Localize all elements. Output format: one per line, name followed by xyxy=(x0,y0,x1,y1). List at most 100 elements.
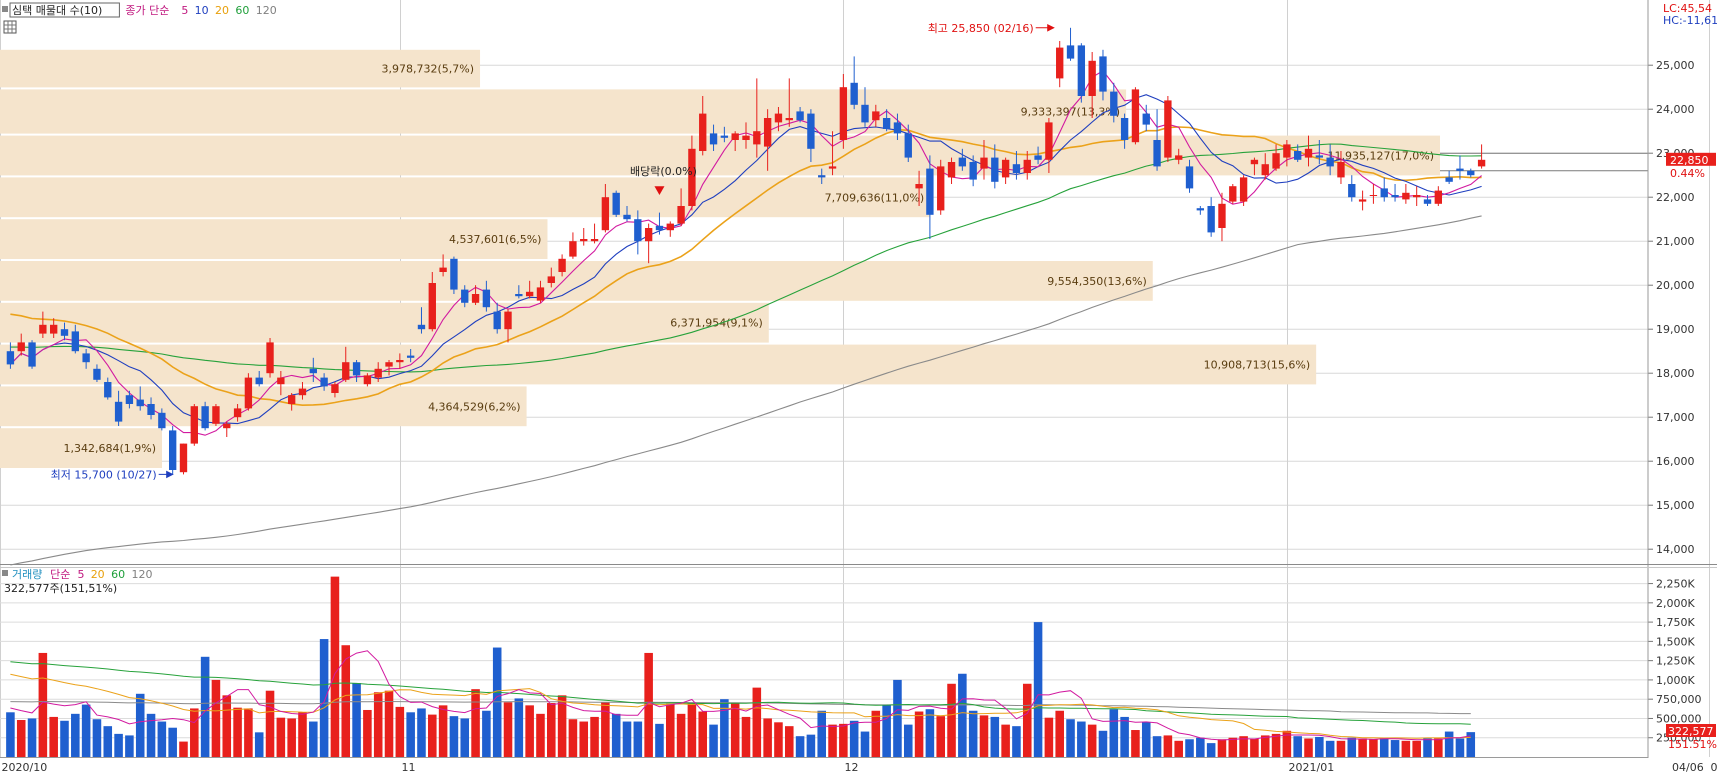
volume-profile-label: 9,333,397(13,3%) xyxy=(1021,106,1121,119)
volume-bar xyxy=(784,726,794,757)
candle-body xyxy=(287,395,296,404)
candle-body xyxy=(753,131,761,145)
candle-body xyxy=(28,342,36,367)
volume-bar xyxy=(438,705,448,757)
volume-bar xyxy=(1077,721,1086,757)
candle-body xyxy=(1423,199,1432,204)
volume-bar xyxy=(146,713,156,757)
volume-bar xyxy=(903,724,913,757)
volume-legend-item: 거래량 xyxy=(12,568,42,581)
candle-body xyxy=(504,311,512,330)
candle-body xyxy=(1413,195,1421,198)
volume-profile-label: 4,537,601(6,5%) xyxy=(449,233,542,246)
volume-bar xyxy=(568,719,578,757)
candle-body xyxy=(580,239,588,242)
volume-bar xyxy=(1250,738,1259,757)
candle-body xyxy=(893,122,902,134)
grid-toggle-icon[interactable] xyxy=(3,20,17,34)
volume-bar xyxy=(687,703,697,757)
volume-bar xyxy=(1271,733,1281,757)
candle-body xyxy=(50,324,58,334)
volume-axis: 2,250K 2,000K 1,750K 1,500K 1,250K 1,000K 750,… xyxy=(1648,578,1702,745)
ma20-line xyxy=(10,126,1482,407)
volume-bar xyxy=(579,721,589,757)
volume-bar xyxy=(720,699,729,757)
volume-bar xyxy=(265,690,275,757)
date-tick-label: 2021/01 xyxy=(1289,761,1335,774)
candle-body xyxy=(342,362,350,380)
candle-body xyxy=(374,368,382,378)
volume-bar xyxy=(1120,716,1129,757)
volume-bar xyxy=(1087,724,1097,757)
candle-body xyxy=(807,113,815,149)
volume-bar xyxy=(882,705,891,757)
volume-bar xyxy=(27,718,37,757)
candle-body xyxy=(309,368,317,374)
volume-bar xyxy=(1109,709,1119,757)
volume-bar xyxy=(298,712,307,757)
volume-bar xyxy=(547,703,556,757)
candle-body xyxy=(818,175,826,178)
volume-bar xyxy=(763,718,772,757)
volume-bar xyxy=(16,720,26,757)
price-legend-item: 심택 매물대 수(10) xyxy=(12,4,102,17)
volume-bar xyxy=(157,721,167,757)
candle-body xyxy=(980,157,988,169)
volume-bar xyxy=(633,721,643,757)
volume-tick-label: 2,250K xyxy=(1656,578,1695,591)
candle-body xyxy=(1012,164,1021,173)
volume-bar xyxy=(525,705,534,757)
volume-bar xyxy=(125,735,134,757)
candle-body xyxy=(60,329,69,336)
volume-bar xyxy=(1444,731,1454,757)
volume-profile-label: 11,935,127(17,0%) xyxy=(1327,150,1434,163)
candle-body xyxy=(882,118,891,129)
candle-body xyxy=(558,258,566,272)
volume-bar xyxy=(590,716,599,757)
volume-summary: 322,577주(151,51%) xyxy=(4,582,117,595)
candle-body xyxy=(1077,45,1086,96)
candle-body xyxy=(17,342,25,352)
candle-body xyxy=(958,157,967,167)
volume-bar xyxy=(1304,738,1313,757)
volume-bar xyxy=(330,576,340,757)
candle-body xyxy=(774,113,783,123)
volume-bar xyxy=(1185,739,1194,757)
candle-body xyxy=(590,239,599,242)
price-tick-label: 14,000 xyxy=(1656,543,1695,556)
volume-bar xyxy=(536,713,545,757)
volume-bar xyxy=(60,720,69,757)
candle-body xyxy=(1369,195,1378,196)
volume-profile-bar xyxy=(0,428,162,468)
grid-toggle-icon-lines xyxy=(4,21,16,33)
candle-body xyxy=(828,166,837,169)
candle-body xyxy=(461,289,469,303)
volume-tick-label: 1,250K xyxy=(1656,655,1695,668)
volume-bar xyxy=(1196,737,1205,757)
candle-body xyxy=(688,148,696,206)
volume-bar xyxy=(1315,736,1324,757)
date-current-label: 04/06 xyxy=(1672,761,1704,774)
candle-body xyxy=(1477,159,1486,167)
volume-bar xyxy=(828,724,837,757)
ma120-line xyxy=(10,215,1482,566)
volume-bar xyxy=(817,710,827,757)
candle-body xyxy=(785,118,793,121)
volume-bar xyxy=(1466,732,1476,757)
volume-bar xyxy=(114,733,123,757)
candle-body xyxy=(1250,159,1259,165)
candle-body xyxy=(536,287,545,301)
volume-profile-bar xyxy=(0,219,548,259)
price-axis: 25,00024,00023,00022,00021,00020,00019,0… xyxy=(1648,59,1695,556)
candle-body xyxy=(168,430,177,470)
volume-bar xyxy=(1163,735,1173,757)
volume-profile-bar xyxy=(0,89,1127,134)
volume-bar xyxy=(925,709,935,757)
volume-profile: 1,342,684(1,9%) 4,364,529(6,2%) 10,908,713… xyxy=(0,49,1440,468)
price-legend-marker xyxy=(2,6,8,12)
price-tick-label: 25,000 xyxy=(1656,59,1695,72)
candle-body xyxy=(969,162,977,180)
candle-body xyxy=(904,133,912,158)
volume-bar xyxy=(1325,740,1335,757)
